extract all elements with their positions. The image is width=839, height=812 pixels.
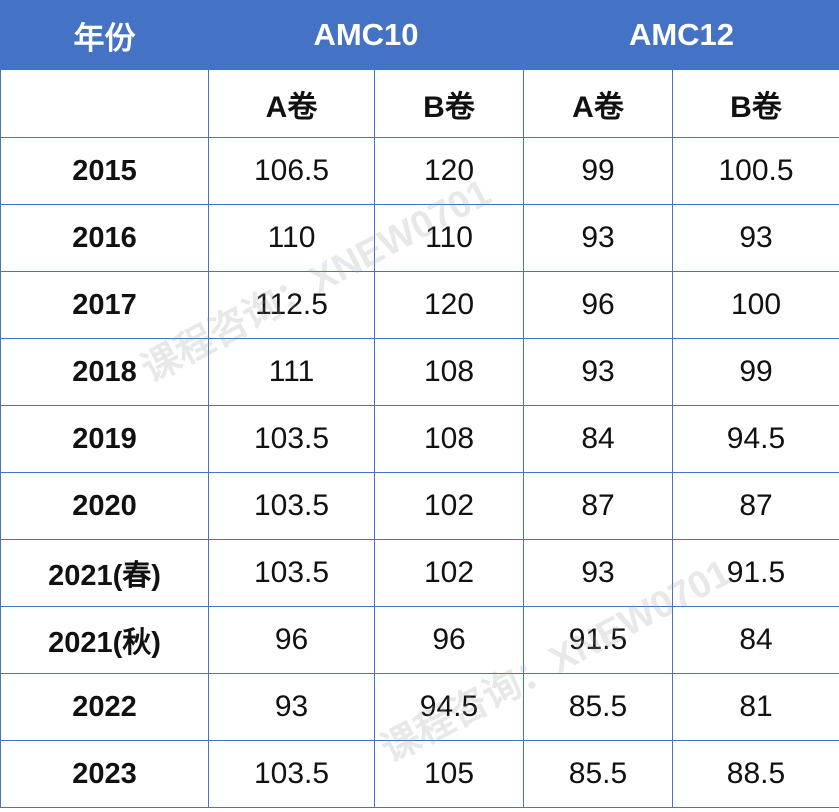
year-cell: 2022 xyxy=(0,673,209,741)
score-cell: 108 xyxy=(374,338,524,406)
score-cell: 93 xyxy=(523,338,673,406)
score-cell: 88.5 xyxy=(672,740,839,808)
score-cell: 94.5 xyxy=(672,405,839,473)
year-cell: 2023 xyxy=(0,740,209,808)
score-cell: 93 xyxy=(523,204,673,272)
year-cell: 2017 xyxy=(0,271,209,339)
score-cell: 85.5 xyxy=(523,673,673,741)
score-cell: 81 xyxy=(672,673,839,741)
score-cell: 103.5 xyxy=(208,740,375,808)
year-header: 年份 xyxy=(0,0,209,70)
score-cell: 106.5 xyxy=(208,137,375,205)
score-cell: 99 xyxy=(523,137,673,205)
score-cell: 102 xyxy=(374,539,524,607)
score-cell: 96 xyxy=(208,606,375,674)
year-cell: 2016 xyxy=(0,204,209,272)
amc12-a-header: A卷 xyxy=(523,69,673,138)
score-cell: 102 xyxy=(374,472,524,540)
table-row: 2018 111 108 93 99 xyxy=(0,338,839,406)
subheader-row: A卷 B卷 A卷 B卷 xyxy=(0,69,839,138)
subheader-blank xyxy=(0,69,209,138)
amc12-b-header: B卷 xyxy=(672,69,839,138)
table-row: 2021(春) 103.5 102 93 91.5 xyxy=(0,539,839,607)
amc10-header: AMC10 xyxy=(208,0,524,70)
score-cell: 100 xyxy=(672,271,839,339)
year-cell: 2021(秋) xyxy=(0,606,209,674)
year-cell: 2021(春) xyxy=(0,539,209,607)
year-cell: 2018 xyxy=(0,338,209,406)
score-cell: 110 xyxy=(374,204,524,272)
score-cell: 112.5 xyxy=(208,271,375,339)
score-cell: 85.5 xyxy=(523,740,673,808)
amc12-header: AMC12 xyxy=(523,0,839,70)
year-cell: 2020 xyxy=(0,472,209,540)
score-cell: 111 xyxy=(208,338,375,406)
table-row: 2017 112.5 120 96 100 xyxy=(0,271,839,339)
year-cell: 2015 xyxy=(0,137,209,205)
table-row: 2015 106.5 120 99 100.5 xyxy=(0,137,839,205)
score-cell: 99 xyxy=(672,338,839,406)
score-cell: 103.5 xyxy=(208,539,375,607)
score-cell: 103.5 xyxy=(208,472,375,540)
score-cell: 91.5 xyxy=(672,539,839,607)
score-cell: 93 xyxy=(523,539,673,607)
amc10-a-header: A卷 xyxy=(208,69,375,138)
score-cell: 120 xyxy=(374,271,524,339)
score-cell: 91.5 xyxy=(523,606,673,674)
score-cell: 103.5 xyxy=(208,405,375,473)
table-row: 2023 103.5 105 85.5 88.5 xyxy=(0,740,839,808)
amc10-b-header: B卷 xyxy=(374,69,524,138)
table-row: 2021(秋) 96 96 91.5 84 xyxy=(0,606,839,674)
header-row: 年份 AMC10 AMC12 xyxy=(0,0,839,70)
score-cell: 105 xyxy=(374,740,524,808)
score-cell: 94.5 xyxy=(374,673,524,741)
score-cell: 87 xyxy=(523,472,673,540)
score-cell: 96 xyxy=(374,606,524,674)
table-row: 2020 103.5 102 87 87 xyxy=(0,472,839,540)
score-cell: 120 xyxy=(374,137,524,205)
score-cell: 110 xyxy=(208,204,375,272)
score-cell: 96 xyxy=(523,271,673,339)
score-cell: 84 xyxy=(523,405,673,473)
score-cell: 93 xyxy=(672,204,839,272)
score-cell: 93 xyxy=(208,673,375,741)
year-cell: 2019 xyxy=(0,405,209,473)
score-cell: 84 xyxy=(672,606,839,674)
score-cell: 100.5 xyxy=(672,137,839,205)
score-cell: 108 xyxy=(374,405,524,473)
table-row: 2019 103.5 108 84 94.5 xyxy=(0,405,839,473)
table-row: 2016 110 110 93 93 xyxy=(0,204,839,272)
score-cell: 87 xyxy=(672,472,839,540)
table-row: 2022 93 94.5 85.5 81 xyxy=(0,673,839,741)
